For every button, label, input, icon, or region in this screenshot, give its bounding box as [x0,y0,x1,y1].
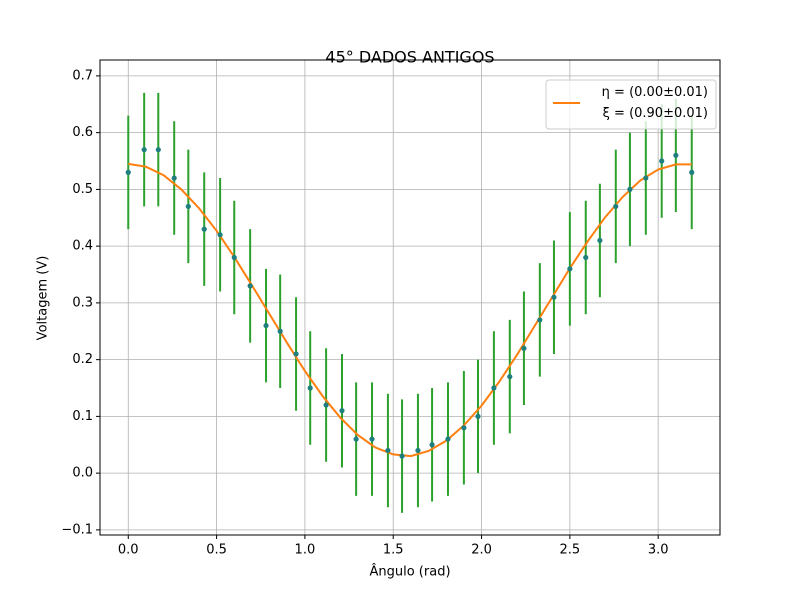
y-tick-label: 0.5 [72,182,93,197]
y-axis-label: Voltagem (V) [36,256,51,341]
data-point [521,345,527,351]
data-point [369,436,375,442]
fit-line [128,162,692,458]
data-point [627,186,633,192]
data-point [613,203,619,210]
data-point [293,351,299,357]
x-tick-label: 0.5 [206,543,227,558]
y-tick-label: 0.4 [72,239,93,254]
data-point [491,385,497,391]
data-point [141,147,147,153]
y-tick-label: 0.3 [72,295,93,310]
data-point [537,317,543,323]
y-tick-label: 0.2 [72,352,93,367]
data-point [475,413,481,419]
data-point [353,436,359,442]
data-point [171,175,177,181]
data-point [185,203,191,210]
data-point [689,169,695,175]
data-point [583,254,589,261]
data-point [429,442,435,448]
data-point [461,425,467,431]
y-tick-label: 0.0 [72,466,93,481]
y-tick-label: 0.1 [72,409,93,424]
data-point [659,158,665,164]
y-tick-label: −0.1 [61,522,93,537]
data-point [445,436,451,442]
legend-box [545,79,717,130]
data-point [155,147,161,153]
data-point [507,374,513,380]
data-point [415,447,421,454]
data-point [643,175,649,181]
x-tick-label: 2.0 [471,543,492,558]
data-point [231,254,237,261]
legend-label: η = (0.00±0.01) ξ = (0.90±0.01) [601,85,708,121]
data-point [399,453,405,459]
x-tick-label: 0.0 [118,543,139,558]
plot-frame [99,59,721,536]
data-point [597,237,603,244]
x-tick-label: 2.5 [560,543,581,558]
data-point [247,283,253,289]
data-point [277,328,283,334]
data-point [567,266,573,272]
x-axis-label: Ângulo (rad) [369,564,450,580]
data-point [201,226,207,232]
y-tick-label: 0.6 [72,125,93,140]
y-tick-label: 0.7 [72,68,93,83]
data-point [125,169,131,175]
data-point [217,232,223,238]
data-point [385,447,391,454]
data-point [323,402,329,408]
data-point [339,408,345,414]
data-point [551,294,557,300]
data-point [673,152,679,158]
chart-title: 45° DADOS ANTIGOS [325,48,494,67]
x-tick-label: 3.0 [648,543,669,558]
x-tick-label: 1.5 [383,543,404,558]
x-tick-label: 1.0 [295,543,316,558]
data-point [307,385,313,391]
data-point [263,322,269,329]
